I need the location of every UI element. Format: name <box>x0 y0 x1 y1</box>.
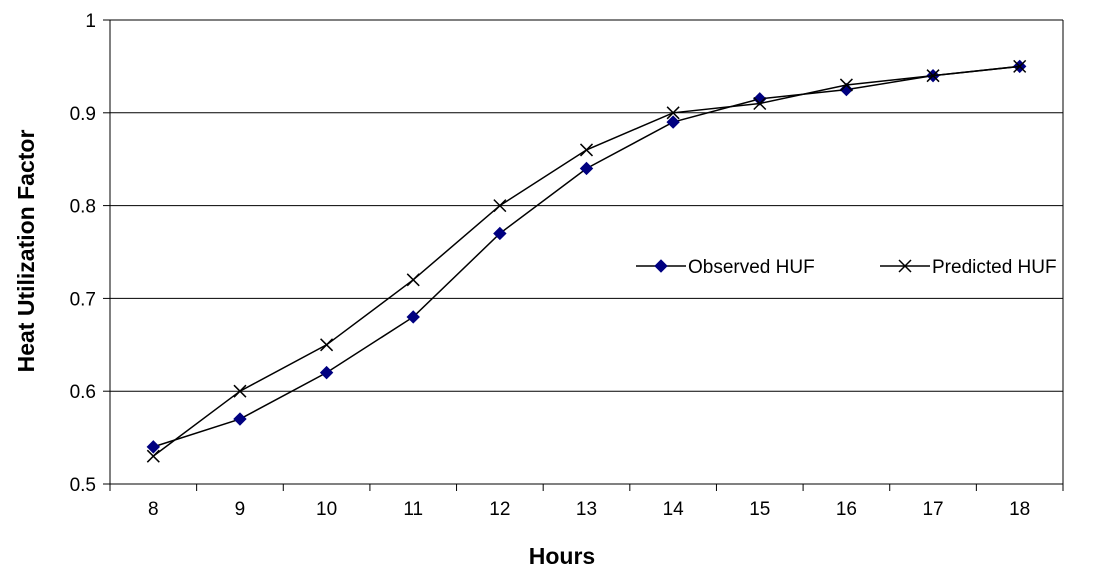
data-point-predicted <box>493 199 507 213</box>
x-tick-label: 8 <box>148 499 159 520</box>
x-tick-label: 16 <box>836 499 857 520</box>
data-point-observed <box>839 82 854 97</box>
y-axis-title: Heat Utilization Factor <box>13 130 39 373</box>
data-point-predicted <box>406 273 420 287</box>
y-tick-label: 1 <box>85 11 96 32</box>
data-point-predicted <box>1013 59 1027 73</box>
legend-entry: Predicted HUF <box>880 257 1057 278</box>
x-tick-label: 15 <box>749 499 770 520</box>
series-line-observed <box>153 65 1020 448</box>
series <box>146 59 1027 463</box>
y-tick-label: 0.5 <box>70 475 96 496</box>
data-point-observed <box>493 226 507 241</box>
data-point-predicted <box>753 96 767 111</box>
data-point-observed <box>666 115 680 129</box>
x-tick-label: 14 <box>663 499 685 520</box>
gridlines <box>110 19 1064 484</box>
x-tick-label: 18 <box>1009 499 1030 520</box>
data-point-observed <box>146 440 161 454</box>
data-point-predicted <box>146 449 160 463</box>
data-point-predicted <box>233 384 247 398</box>
y-tick-label: 0.7 <box>70 289 96 310</box>
data-point-predicted <box>898 259 912 273</box>
x-tick-label: 9 <box>235 499 246 520</box>
data-point-observed <box>654 259 668 273</box>
data-point-predicted <box>579 143 594 157</box>
x-tick-label: 17 <box>922 499 943 520</box>
y-tick-label: 0.6 <box>70 382 96 403</box>
legend-label: Observed HUF <box>688 257 815 278</box>
x-tick-label: 12 <box>489 499 510 520</box>
x-tick-label: 11 <box>403 499 423 520</box>
x-tick-label: 13 <box>576 499 597 520</box>
y-tick-label: 0.8 <box>70 197 96 218</box>
y-tick-label: 0.9 <box>70 104 96 125</box>
data-point-observed <box>319 365 334 380</box>
data-point-observed <box>406 310 420 324</box>
data-point-predicted <box>666 106 680 120</box>
axes: 0.50.60.70.80.918 9 10 11 12 13 14 15 16 17 18 <box>70 11 1064 520</box>
data-point-observed <box>753 92 767 106</box>
legend: Observed HUF Predicted HUF <box>636 257 1057 278</box>
data-point-predicted <box>320 338 334 352</box>
legend-label: Predicted HUF <box>932 257 1057 278</box>
x-tick-label: 10 <box>316 499 337 520</box>
legend-entry: Observed HUF <box>636 257 815 278</box>
data-point-predicted <box>839 78 853 92</box>
series-line-predicted <box>152 65 1020 457</box>
data-point-observed <box>579 161 594 176</box>
data-point-predicted <box>926 69 940 83</box>
x-axis-title: Hours <box>529 543 595 569</box>
data-point-observed <box>233 412 247 426</box>
